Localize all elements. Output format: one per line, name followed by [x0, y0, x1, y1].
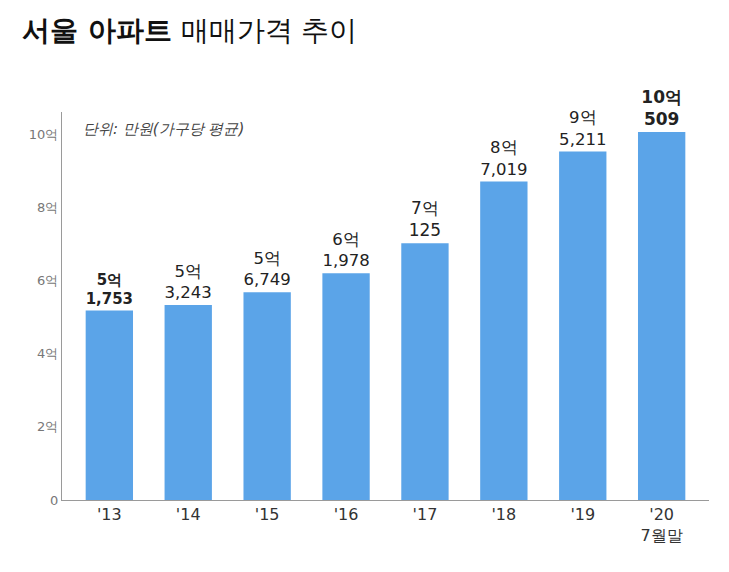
- svg-text:2억: 2억: [37, 419, 58, 434]
- svg-text:7억125: 7억125: [409, 198, 441, 240]
- svg-text:'19: '19: [570, 505, 595, 524]
- svg-text:10억: 10억: [29, 127, 59, 142]
- svg-text:'15: '15: [255, 505, 280, 524]
- svg-text:6억1,978: 6억1,978: [322, 230, 369, 270]
- svg-text:5억6,749: 5억6,749: [244, 249, 291, 289]
- svg-text:8억7,019: 8억7,019: [480, 138, 527, 178]
- svg-text:9억5,211: 9억5,211: [559, 108, 606, 148]
- svg-text:'18: '18: [491, 505, 516, 524]
- svg-text:서울 아파트 매매가격 추이: 서울 아파트 매매가격 추이: [22, 14, 358, 47]
- svg-text:5억1,753: 5억1,753: [86, 271, 133, 308]
- svg-text:4억: 4억: [37, 346, 58, 361]
- svg-text:6억: 6억: [37, 273, 58, 288]
- svg-text:'14: '14: [176, 505, 201, 524]
- svg-text:'16: '16: [334, 505, 359, 524]
- svg-text:10억509: 10억509: [641, 87, 682, 129]
- svg-text:'207월말: '207월말: [641, 505, 683, 545]
- svg-text:단위: 만원(가구당 평균): 단위: 만원(가구당 평균): [83, 120, 244, 138]
- svg-text:'17: '17: [413, 505, 438, 524]
- svg-text:'13: '13: [97, 505, 122, 524]
- svg-text:8억: 8억: [37, 200, 58, 215]
- svg-text:0: 0: [50, 493, 58, 508]
- svg-text:5억3,243: 5억3,243: [165, 262, 212, 302]
